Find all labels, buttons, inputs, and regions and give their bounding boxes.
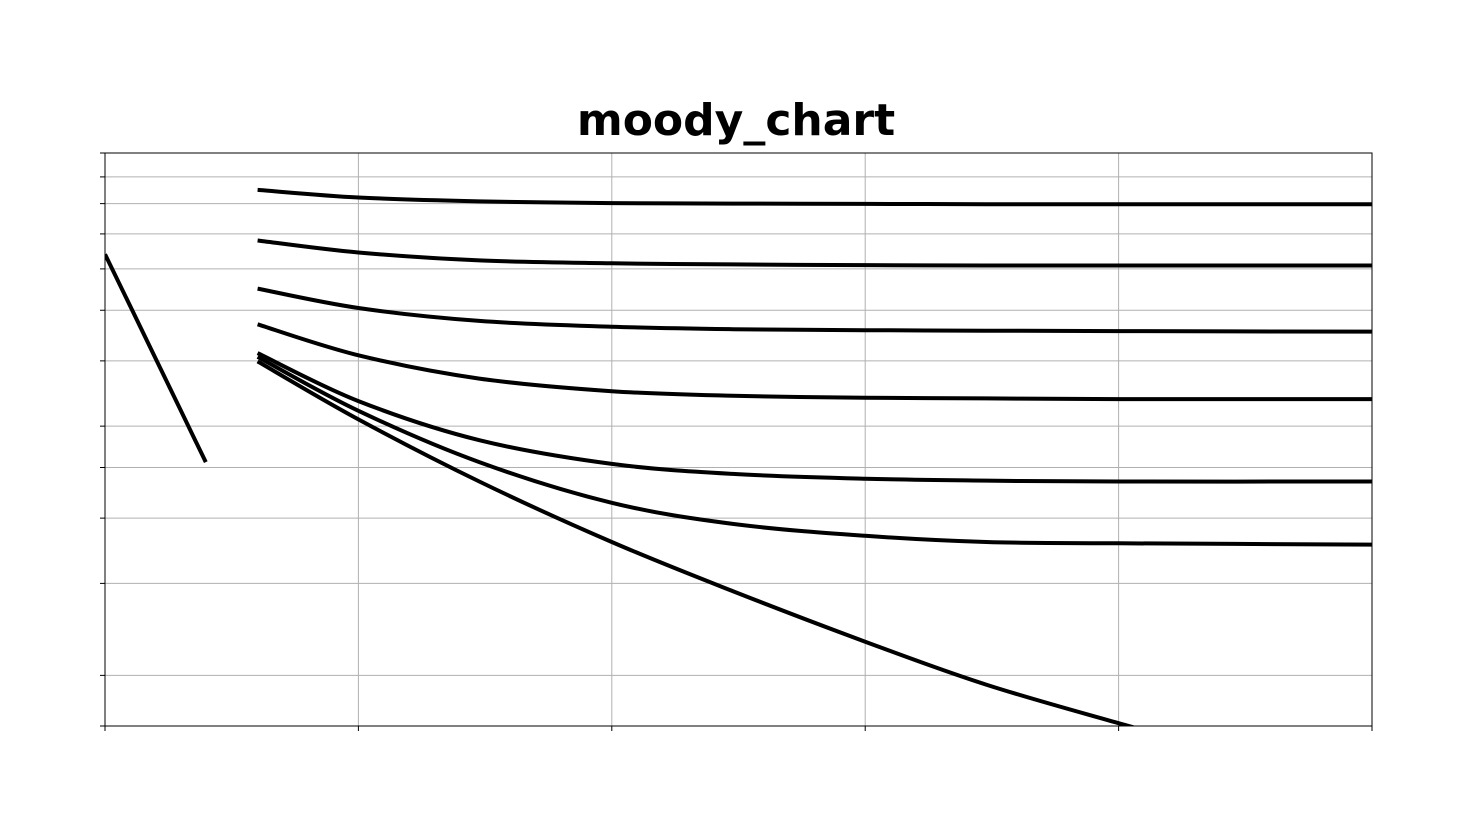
series-line-1 [105, 253, 208, 463]
series-line-2 [256, 359, 1137, 726]
grid-lines [104, 152, 1373, 727]
series-lines [105, 187, 1372, 726]
series-line-5 [257, 322, 1372, 402]
series-line-7 [257, 238, 1372, 268]
plot-frame [104, 152, 1373, 727]
series-line-4 [256, 351, 1372, 484]
axis-ticks [100, 152, 1373, 731]
chart-title: moody_chart [577, 95, 895, 146]
series-line-6 [257, 286, 1372, 334]
series-line-8 [257, 187, 1372, 207]
series-line-3 [256, 355, 1372, 547]
